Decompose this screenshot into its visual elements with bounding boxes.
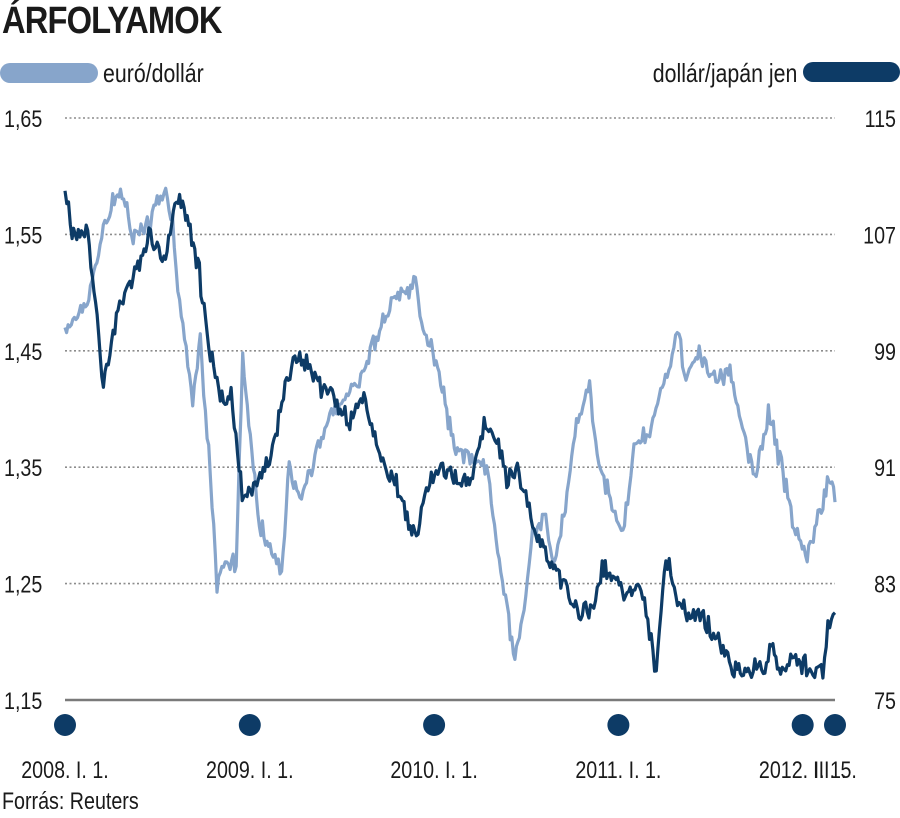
left-axis-tick-label: 1,15 <box>4 687 42 714</box>
left-axis-tick-label: 1,35 <box>4 454 42 481</box>
x-axis-tick-label: 2008. I. 1. <box>21 756 109 783</box>
x-axis-tick-marker <box>54 714 76 736</box>
x-axis-tick-label: III. 5. <box>813 756 857 783</box>
x-axis-tick-marker <box>824 714 846 736</box>
x-axis-tick-label: 2012. I. 1. <box>759 756 847 783</box>
x-axis-tick-marker <box>607 714 630 736</box>
legend-label-eur-usd: euró/dollár <box>103 58 204 88</box>
legend-swatch-usd-jpy <box>803 62 900 82</box>
right-axis-tick-label: 75 <box>874 687 896 714</box>
chart-title: ÁRFOLYAMOK <box>2 0 222 42</box>
source-note: Forrás: Reuters <box>2 788 139 815</box>
legend-label-usd-jpy: dollár/japán jen <box>652 58 797 88</box>
x-axis-tick-label: 2009. I. 1. <box>206 756 294 783</box>
right-axis-tick-label: 91 <box>874 454 896 481</box>
x-axis-tick-marker <box>238 714 261 736</box>
series-line-usd-jpy <box>63 190 837 680</box>
exchange-rate-chart: 1,65 115 1,55 107 1,45 99 1,35 91 1,25 83 1,15 75 20… <box>4 105 896 783</box>
left-axis-tick-label: 1,45 <box>4 338 42 365</box>
series-line-eur-usd <box>63 186 837 661</box>
left-axis-tick-label: 1,65 <box>4 105 42 132</box>
right-axis-tick-label: 107 <box>863 222 896 249</box>
x-axis-tick-label: 2010. I. 1. <box>390 756 478 783</box>
right-axis-tick-label: 99 <box>874 338 896 365</box>
left-axis-tick-label: 1,25 <box>4 571 42 598</box>
legend-swatch-eur-usd <box>0 63 98 83</box>
x-axis-tick-marker <box>423 714 446 736</box>
left-axis-tick-label: 1,55 <box>4 222 42 249</box>
x-axis-tick-label: 2011. I. 1. <box>575 756 661 783</box>
right-axis-tick-label: 83 <box>874 571 896 598</box>
x-axis-tick-marker <box>791 714 814 736</box>
right-axis-tick-label: 115 <box>865 105 896 132</box>
